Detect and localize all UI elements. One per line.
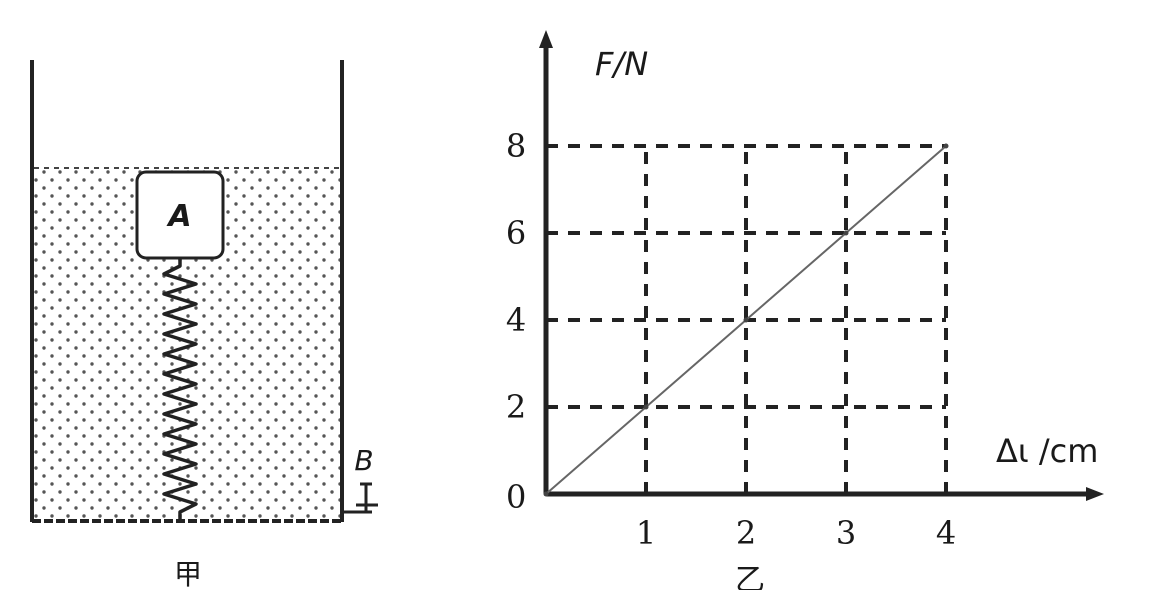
x-tick-label-1: 1 xyxy=(636,514,656,552)
x-tick-label-2: 2 xyxy=(736,514,756,552)
data-point-3 xyxy=(743,317,749,323)
figure-b-chart: 1 2 3 4 2 4 6 8 F/N Δι /cm 0 乙 xyxy=(506,30,1104,590)
data-point-4 xyxy=(843,230,849,236)
origin-label: 0 xyxy=(506,478,526,516)
x-axis-arrow xyxy=(1086,487,1104,501)
y-axis-arrow xyxy=(539,30,553,48)
y-tick-label-1: 2 xyxy=(506,388,526,426)
x-tick-label-3: 3 xyxy=(836,514,856,552)
ticks: 1 2 3 4 2 4 6 8 xyxy=(506,127,956,552)
y-tick-label-4: 8 xyxy=(506,127,526,165)
figure-b-caption: 乙 xyxy=(735,563,765,590)
figure-a-apparatus: A B 甲 xyxy=(30,60,378,590)
data-point-5 xyxy=(943,143,949,149)
valve-b-label: B xyxy=(354,444,373,477)
x-axis-label: Δι /cm xyxy=(996,432,1098,470)
data-point-1 xyxy=(543,491,549,497)
y-axis-label: F/N xyxy=(595,45,648,83)
data-point-2 xyxy=(643,404,649,410)
valve-b xyxy=(344,482,378,514)
figure-a-caption: 甲 xyxy=(174,558,202,590)
y-tick-label-2: 4 xyxy=(506,301,526,339)
block-a-label: A xyxy=(166,199,191,234)
y-tick-label-3: 6 xyxy=(506,214,526,252)
spring xyxy=(162,258,198,520)
series xyxy=(543,143,949,497)
x-tick-label-4: 4 xyxy=(936,514,956,552)
